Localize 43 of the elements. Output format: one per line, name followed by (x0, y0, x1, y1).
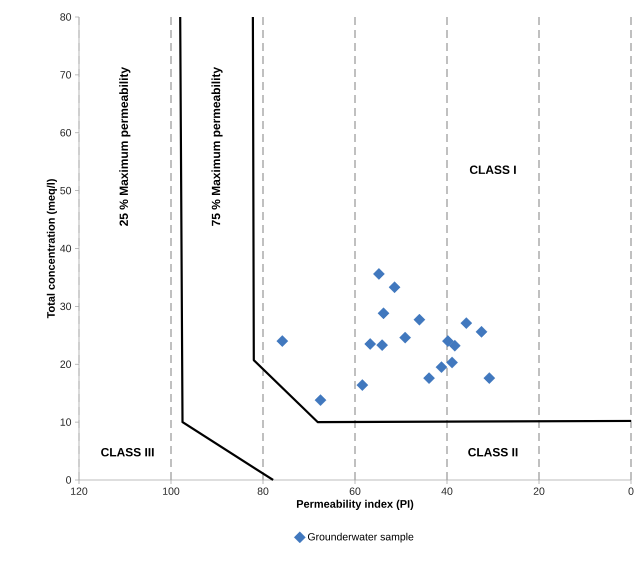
point (399, 332, 411, 344)
point (276, 335, 288, 347)
point (388, 281, 400, 294)
annotation: 75 % Maximum permeability (211, 66, 223, 226)
point (442, 335, 454, 347)
y-axis-title: Total concentration (meq/l) (46, 179, 57, 318)
y-tick-label: 40 (60, 244, 72, 252)
point (446, 356, 458, 368)
point (476, 326, 488, 338)
y-tick-label: 80 (60, 13, 72, 21)
point (373, 268, 385, 280)
point (364, 338, 376, 350)
point (423, 372, 435, 384)
line-series (252, 16, 632, 424)
x-tick-label: 20 (534, 488, 544, 495)
x-tick-label: 80 (258, 488, 268, 495)
y-tick-label: 50 (60, 186, 72, 194)
y-tick-label: 10 (60, 418, 72, 426)
point (376, 339, 388, 351)
y-tick-label: 30 (60, 302, 72, 310)
point (314, 394, 326, 406)
point (483, 372, 496, 384)
point (448, 340, 461, 352)
x-tick-label: 60 (350, 488, 360, 495)
annotation: CLASS III (101, 448, 154, 456)
point (436, 361, 448, 373)
y-tick-label: 60 (60, 129, 72, 136)
annotation: 25 % Maximum permeability (119, 66, 130, 226)
x-tick-label: 40 (441, 488, 452, 495)
point (414, 314, 426, 326)
x-tick-label: 120 (71, 488, 88, 495)
x-tick-label: 0 (628, 488, 634, 495)
x-tick-label: 100 (163, 488, 180, 495)
y-tick-label: 20 (60, 360, 72, 368)
x-axis-title: Permeability index (PI) (296, 500, 414, 510)
annotation: CLASS II (468, 448, 518, 456)
y-tick-label: 0 (66, 476, 72, 484)
y-tick-label: 70 (60, 71, 72, 79)
point (460, 317, 472, 329)
point (356, 379, 368, 391)
point (378, 307, 390, 320)
legend-label: Grounderwater sample (308, 532, 414, 543)
annotation: CLASS I (470, 166, 516, 174)
